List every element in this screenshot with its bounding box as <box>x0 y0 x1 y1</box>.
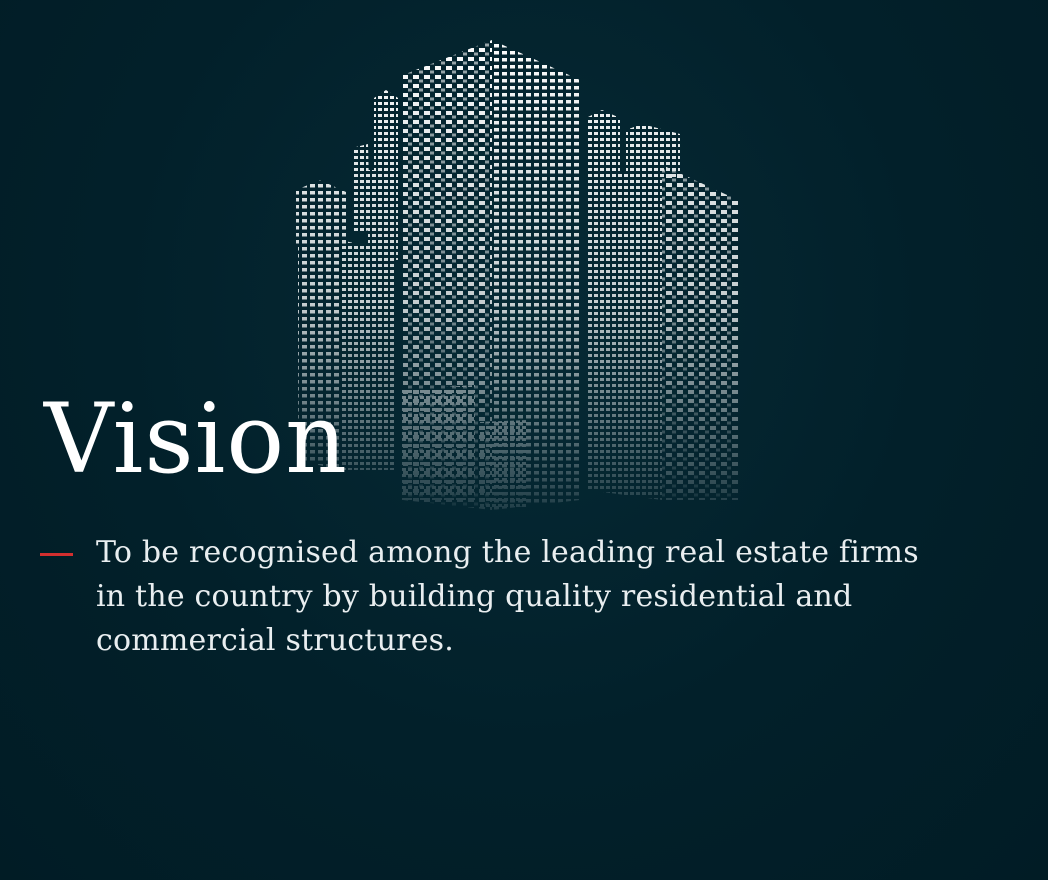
page-title: Vision <box>44 383 348 495</box>
city-skyline-buildings-icon <box>296 40 738 510</box>
accent-dash-icon <box>40 553 73 556</box>
vision-statement-text: To be recognised among the leading real … <box>96 535 919 658</box>
vision-statement: To be recognised among the leading real … <box>40 531 931 663</box>
